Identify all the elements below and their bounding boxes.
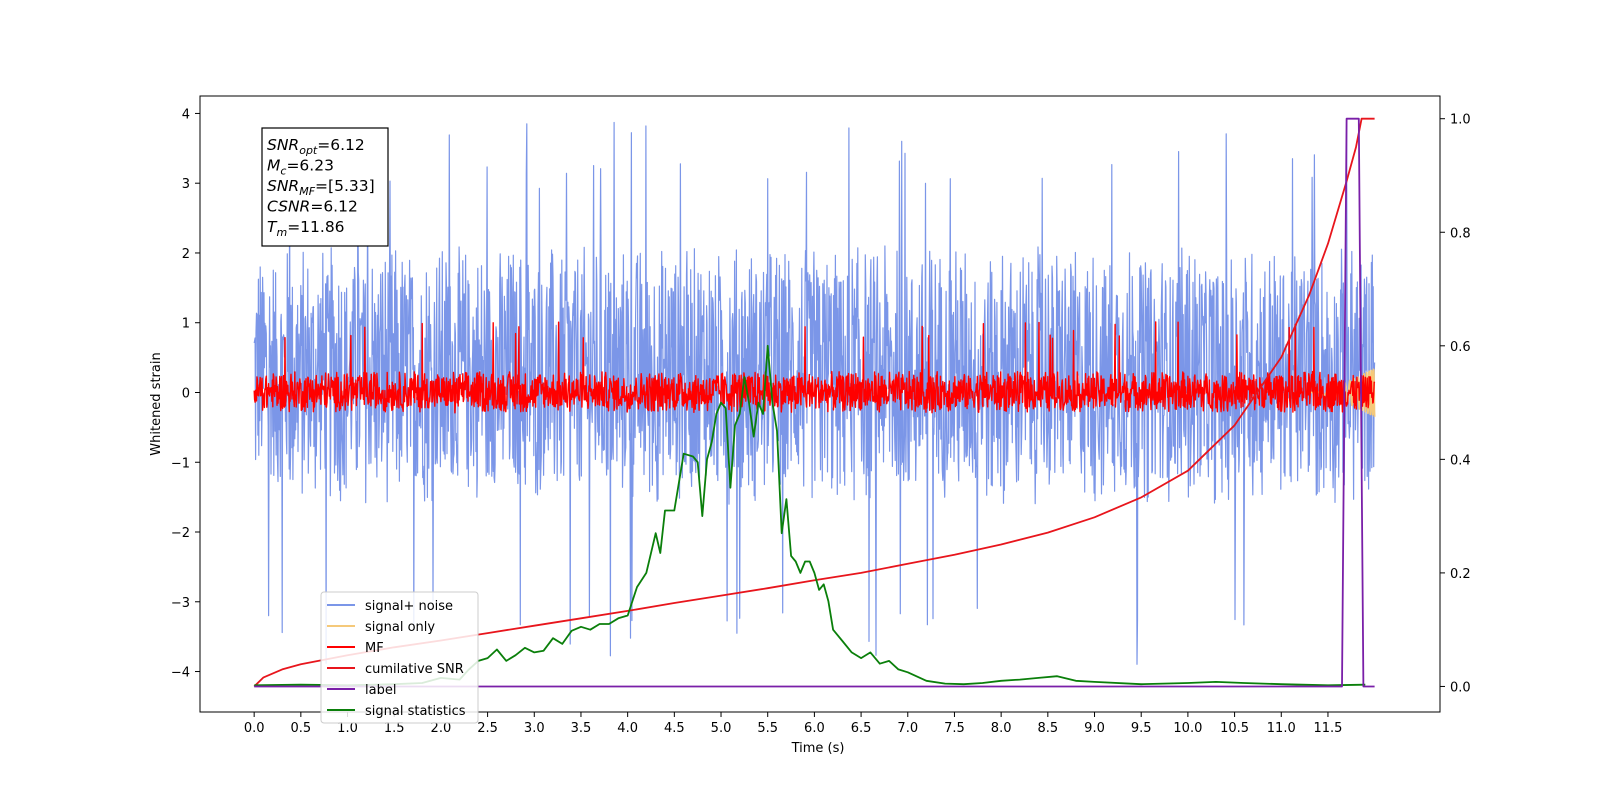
axes-frame (199, 95, 1441, 713)
x-tick-label: 8.0 (991, 721, 1012, 736)
y-tick-label: 4 (182, 107, 190, 122)
series-line-mf (253, 321, 1376, 414)
x-tick-label: 5.0 (711, 721, 732, 736)
legend: signal+ noise signal only MF cumilative SNR… (320, 591, 479, 724)
y2-tick-label: 0.0 (1450, 680, 1471, 695)
info-box-frame (261, 127, 389, 247)
y2-tick-label: 0.8 (1450, 226, 1471, 241)
x-tick-label: 3.0 (524, 721, 545, 736)
x-tick-label: 0.0 (244, 721, 265, 736)
info-line: SNRMF=[5.33] (267, 177, 375, 198)
y-axis-label: Whitened strain (149, 352, 164, 455)
x-tick-label: 9.5 (1131, 721, 1152, 736)
info-line: Tm=11.86 (267, 218, 345, 239)
info-line: Mc=6.23 (267, 157, 334, 178)
series-line-signal-noise (253, 121, 1376, 665)
x-axis-label: Time (s) (791, 741, 845, 756)
legend-label: signal statistics (365, 704, 466, 719)
series-line-signal-statistics (254, 344, 1366, 687)
info-line: CSNR=6.12 (267, 198, 358, 216)
x-tick-label: 2.0 (431, 721, 452, 736)
legend-label: signal only (365, 620, 435, 635)
y-tick-label: −3 (171, 596, 190, 611)
legend-label: MF (365, 641, 384, 656)
y-tick-label: −1 (171, 456, 190, 471)
y2-tick-label: 0.4 (1450, 453, 1471, 468)
axis-layer: 0.0 0.5 1.0 1.5 2.0 2.5 3.0 3.5 4.0 4.5 5.0 5.5 6.0 6… (171, 107, 1471, 736)
y-tick-label: −2 (171, 526, 190, 541)
y-tick-label: 2 (182, 247, 190, 262)
x-tick-label: 6.0 (804, 721, 825, 736)
x-tick-label: 8.5 (1037, 721, 1058, 736)
y2-tick-label: 1.0 (1450, 113, 1471, 128)
x-tick-label: 6.5 (851, 721, 872, 736)
series-line-label (254, 117, 1375, 688)
legend-label: signal+ noise (365, 599, 453, 614)
y-tick-label: 0 (182, 386, 190, 401)
y-tick-label: 1 (182, 317, 190, 332)
x-tick-label: 0.5 (290, 721, 311, 736)
x-tick-label: 1.5 (384, 721, 405, 736)
x-tick-label: 11.5 (1313, 721, 1342, 736)
x-tick-label: 1.0 (337, 721, 358, 736)
x-tick-label: 11.0 (1267, 721, 1296, 736)
x-tick-label: 9.0 (1084, 721, 1105, 736)
y2-tick-label: 0.2 (1450, 567, 1471, 582)
y2-tick-label: 0.6 (1450, 340, 1471, 355)
y-tick-label: −4 (171, 666, 190, 681)
legend-label: cumilative SNR (365, 662, 464, 677)
legend-label: label (365, 683, 396, 698)
x-tick-label: 4.5 (664, 721, 685, 736)
x-tick-label: 10.0 (1173, 721, 1202, 736)
y-tick-label: 3 (182, 177, 190, 192)
info-line: SNRopt=6.12 (267, 136, 365, 157)
x-tick-label: 10.5 (1220, 721, 1249, 736)
x-tick-label: 2.5 (477, 721, 498, 736)
x-tick-label: 4.0 (617, 721, 638, 736)
x-tick-label: 7.5 (944, 721, 965, 736)
legend-frame (320, 591, 479, 724)
x-tick-label: 3.5 (571, 721, 592, 736)
x-tick-label: 7.0 (897, 721, 918, 736)
x-tick-label: 5.5 (757, 721, 778, 736)
